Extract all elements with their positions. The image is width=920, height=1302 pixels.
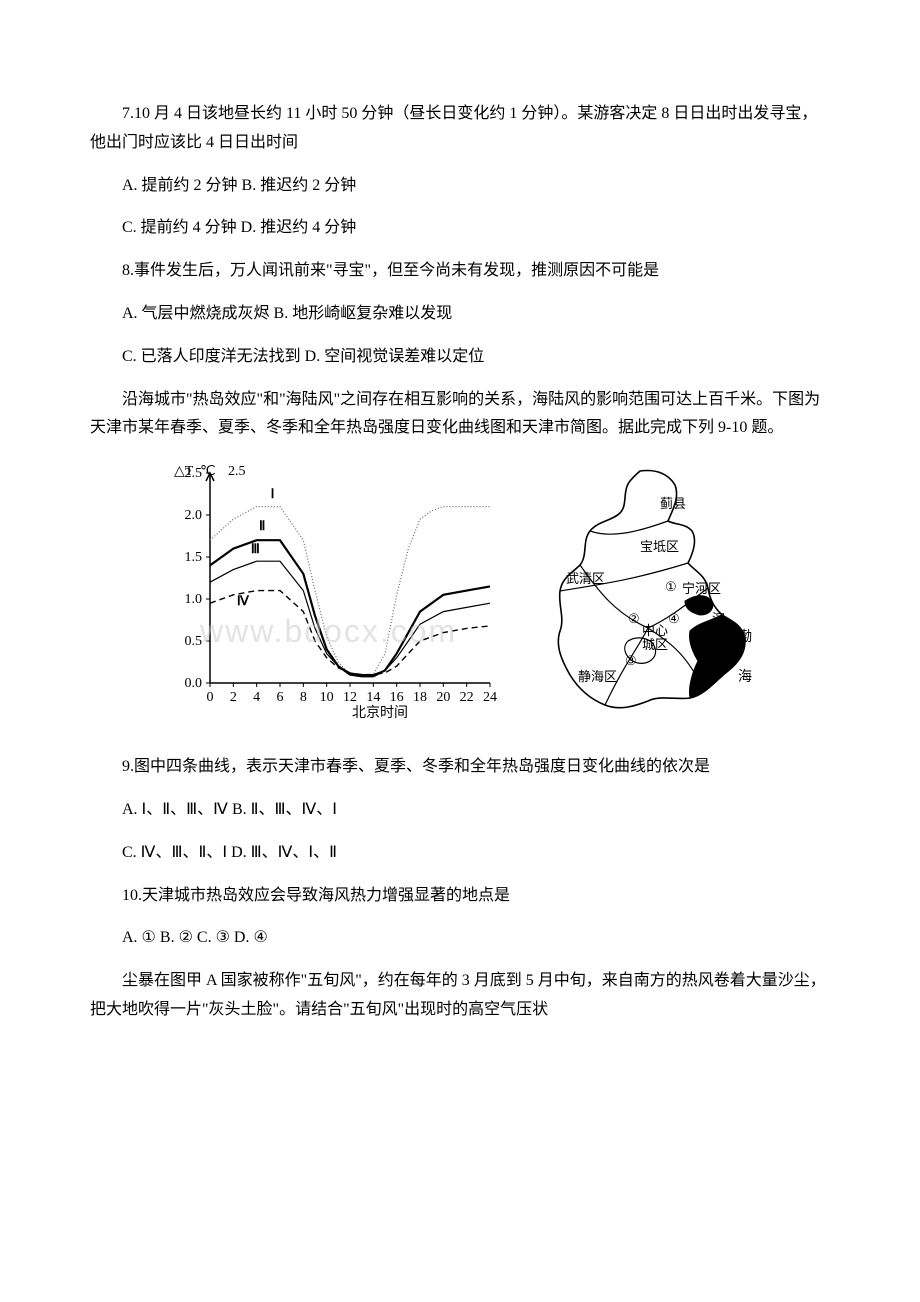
svg-text:Ⅱ: Ⅱ: [259, 518, 265, 533]
svg-text:静海区: 静海区: [578, 669, 617, 684]
svg-text:24: 24: [483, 690, 497, 705]
svg-text:0.5: 0.5: [185, 634, 203, 649]
q10-options: A. ① B. ② C. ③ D. ④: [90, 924, 830, 953]
q8-stem: 8.事件发生后，万人闻讯前来"寻宝"，但至今尚未有发现，推测原因不可能是: [90, 257, 830, 286]
q10-stem: 10.天津城市热岛效应会导致海风热力增强显著的地点是: [90, 882, 830, 911]
svg-text:℃: ℃: [200, 464, 216, 479]
svg-text:10: 10: [320, 690, 334, 705]
svg-text:1.0: 1.0: [185, 592, 203, 607]
svg-text:①: ①: [665, 579, 677, 594]
figure-area: 0246810121416182022240.00.51.01.52.02.5△…: [90, 463, 830, 723]
svg-text:城区: 城区: [642, 637, 668, 652]
svg-text:22: 22: [460, 690, 474, 705]
q8-options-1: A. 气层中燃烧成灰烬 B. 地形崎岖复杂难以发现: [90, 300, 830, 329]
svg-text:Ⅰ: Ⅰ: [271, 486, 275, 501]
svg-text:蓟县: 蓟县: [660, 496, 686, 511]
svg-text:新: 新: [706, 649, 719, 664]
q9-stem: 9.图中四条曲线，表示天津市春季、夏季、冬季和全年热岛强度日变化曲线的依次是: [90, 753, 830, 782]
svg-text:Ⅲ: Ⅲ: [251, 541, 260, 556]
svg-text:滨: 滨: [712, 611, 725, 626]
svg-text:12: 12: [343, 690, 357, 705]
svg-text:武清区: 武清区: [566, 571, 605, 586]
svg-text:宝坻区: 宝坻区: [640, 539, 679, 554]
heat-island-chart: 0246810121416182022240.00.51.01.52.02.5△…: [160, 463, 500, 723]
svg-text:△T: △T: [174, 464, 194, 479]
svg-text:区: 区: [698, 673, 711, 688]
q9-options-2: C. Ⅳ、Ⅲ、Ⅱ、Ⅰ D. Ⅲ、Ⅳ、Ⅰ、Ⅱ: [90, 839, 830, 868]
svg-text:14: 14: [366, 690, 380, 705]
svg-text:0: 0: [207, 690, 214, 705]
svg-text:18: 18: [413, 690, 427, 705]
svg-text:1.5: 1.5: [185, 550, 203, 565]
svg-text:宁河区: 宁河区: [682, 581, 721, 596]
q7-options-2: C. 提前约 4 分钟 D. 推迟约 4 分钟: [90, 214, 830, 243]
svg-text:中心: 中心: [642, 623, 668, 638]
svg-text:Ⅳ: Ⅳ: [237, 593, 250, 608]
svg-text:4: 4: [253, 690, 260, 705]
svg-text:海: 海: [712, 626, 725, 641]
svg-text:④: ④: [668, 611, 680, 626]
q8-options-2: C. 已落人印度洋无法找到 D. 空间视觉误差难以定位: [90, 343, 830, 372]
intro-9-10: 沿海城市"热岛效应"和"海陆风"之间存在相互影响的关系，海陆风的影响范围可达上百…: [90, 386, 830, 444]
intro-11: 尘暴在图甲 A 国家被称作"五旬风"，约在每年的 3 月底到 5 月中旬，来自南…: [90, 967, 830, 1025]
svg-text:2.0: 2.0: [185, 508, 203, 523]
q7-options-1: A. 提前约 2 分钟 B. 推迟约 2 分钟: [90, 172, 830, 201]
svg-text:②: ②: [628, 611, 640, 626]
svg-text:16: 16: [390, 690, 404, 705]
svg-text:北京时间: 北京时间: [352, 705, 408, 721]
svg-text:渤: 渤: [738, 629, 752, 645]
svg-text:2: 2: [230, 690, 237, 705]
svg-text:8: 8: [300, 690, 307, 705]
q7-stem: 7.10 月 4 日该地昼长约 11 小时 50 分钟（昼长日变化约 1 分钟）…: [90, 100, 830, 158]
svg-text:海: 海: [738, 669, 752, 685]
svg-text:6: 6: [277, 690, 284, 705]
tianjin-map: 蓟县宝坻区武清区宁河区中心城区静海区滨海新区渤海①②③④: [520, 463, 760, 723]
q9-options-1: A. Ⅰ、Ⅱ、Ⅲ、Ⅳ B. Ⅱ、Ⅲ、Ⅳ、Ⅰ: [90, 796, 830, 825]
svg-text:2.5: 2.5: [228, 464, 246, 479]
svg-text:0.0: 0.0: [185, 676, 203, 691]
svg-text:20: 20: [436, 690, 450, 705]
svg-text:③: ③: [625, 653, 637, 668]
